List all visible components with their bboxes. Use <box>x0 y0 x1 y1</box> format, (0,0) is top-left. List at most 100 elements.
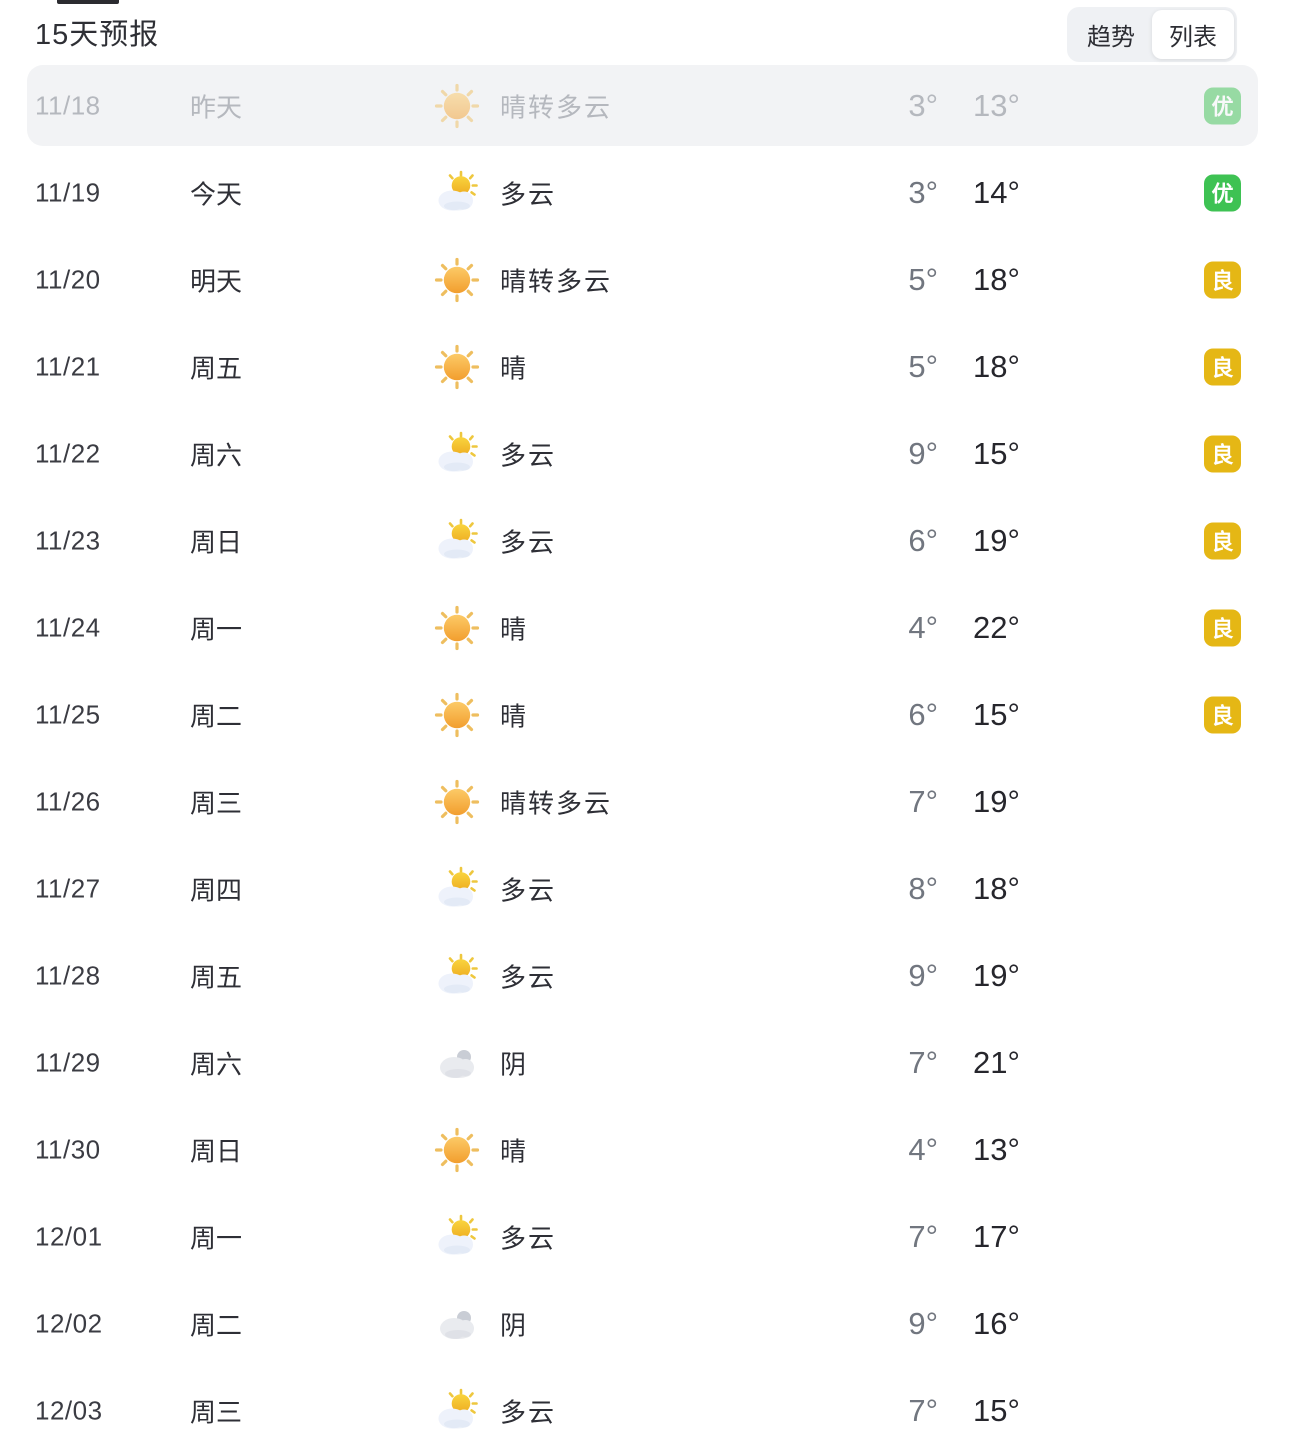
row-date: 11/30 <box>35 1134 101 1164</box>
forecast-row[interactable]: 12/01 周一 多云 7° 17° <box>0 1193 1300 1280</box>
sun-cloud-icon <box>433 865 481 913</box>
row-low-temp: 7° <box>908 1392 938 1428</box>
forecast-row[interactable]: 11/29 周六 阴 7° 21° <box>0 1019 1300 1106</box>
forecast-row[interactable]: 11/20 明天 晴转多云 5° 18° 良 <box>0 236 1300 323</box>
forecast-row[interactable]: 11/30 周日 晴 4° 13° <box>0 1106 1300 1193</box>
row-high-temp: 13° <box>973 1131 1020 1167</box>
aqi-badge: 良 <box>1204 522 1241 559</box>
row-day: 周六 <box>190 440 243 470</box>
cloud-icon <box>433 1300 481 1348</box>
row-weather-desc: 阴 <box>500 1310 529 1340</box>
row-day: 周四 <box>190 875 243 905</box>
row-weather-desc: 晴 <box>500 353 529 383</box>
weather-icon-wrap <box>433 1039 481 1087</box>
row-low-temp: 3° <box>908 87 938 123</box>
forecast-row[interactable]: 11/22 周六 多云 9° 15° 良 <box>0 410 1300 497</box>
weather-icon-wrap <box>433 343 481 391</box>
aqi-badge: 良 <box>1204 261 1241 298</box>
row-high-temp: 15° <box>973 1392 1020 1428</box>
row-day: 周日 <box>190 527 243 557</box>
weather-icon-wrap <box>433 82 481 130</box>
row-day: 周三 <box>190 1397 243 1427</box>
weather-icon-wrap <box>433 1387 481 1435</box>
aqi-badge: 优 <box>1204 87 1241 124</box>
row-low-temp: 9° <box>908 435 938 471</box>
aqi-badge: 良 <box>1204 435 1241 472</box>
forecast-row[interactable]: 11/28 周五 多云 9° 19° <box>0 932 1300 1019</box>
clipped-element-top <box>57 0 119 4</box>
sun-icon <box>433 604 481 652</box>
row-date: 11/20 <box>35 264 101 294</box>
row-weather-desc: 晴 <box>500 701 529 731</box>
row-weather-desc: 多云 <box>500 1223 557 1253</box>
row-high-temp: 19° <box>973 522 1020 558</box>
row-day: 周一 <box>190 614 243 644</box>
row-date: 11/19 <box>35 177 101 207</box>
row-high-temp: 19° <box>973 957 1020 993</box>
row-day: 周五 <box>190 962 243 992</box>
row-low-temp: 7° <box>908 1044 938 1080</box>
row-low-temp: 4° <box>908 1131 938 1167</box>
forecast-row[interactable]: 11/26 周三 晴转多云 7° 19° <box>0 758 1300 845</box>
forecast-row[interactable]: 11/23 周日 多云 6° 19° 良 <box>0 497 1300 584</box>
tab-list[interactable]: 列表 <box>1152 10 1234 59</box>
weather-icon-wrap <box>433 1300 481 1348</box>
row-date: 12/02 <box>35 1308 103 1338</box>
aqi-badge: 良 <box>1204 696 1241 733</box>
row-low-temp: 7° <box>908 1218 938 1254</box>
row-low-temp: 6° <box>908 522 938 558</box>
row-low-temp: 5° <box>908 261 938 297</box>
row-day: 周日 <box>190 1136 243 1166</box>
row-date: 11/24 <box>35 612 101 642</box>
weather-icon-wrap <box>433 865 481 913</box>
forecast-row[interactable]: 11/18 昨天 晴转多云 3° 13° 优 <box>0 62 1300 149</box>
row-day: 昨天 <box>190 92 243 122</box>
row-weather-desc: 多云 <box>500 1397 557 1427</box>
sun-icon <box>433 256 481 304</box>
row-low-temp: 8° <box>908 870 938 906</box>
row-high-temp: 17° <box>973 1218 1020 1254</box>
row-weather-desc: 晴转多云 <box>500 92 613 122</box>
row-weather-desc: 多云 <box>500 962 557 992</box>
forecast-row[interactable]: 11/21 周五 晴 5° 18° 良 <box>0 323 1300 410</box>
forecast-row[interactable]: 11/24 周一 晴 4° 22° 良 <box>0 584 1300 671</box>
row-day: 周二 <box>190 701 243 731</box>
weather-icon-wrap <box>433 1213 481 1261</box>
row-weather-desc: 多云 <box>500 440 557 470</box>
aqi-badge: 良 <box>1204 609 1241 646</box>
aqi-badge: 良 <box>1204 348 1241 385</box>
forecast-row[interactable]: 12/02 周二 阴 9° 16° <box>0 1280 1300 1367</box>
row-day: 周二 <box>190 1310 243 1340</box>
tab-trend[interactable]: 趋势 <box>1087 24 1135 51</box>
row-date: 11/27 <box>35 873 101 903</box>
forecast-row[interactable]: 11/25 周二 晴 6° 15° 良 <box>0 671 1300 758</box>
sun-cloud-icon <box>433 517 481 565</box>
forecast-row[interactable]: 11/19 今天 多云 3° 14° 优 <box>0 149 1300 236</box>
weather-icon-wrap <box>433 691 481 739</box>
row-high-temp: 16° <box>973 1305 1020 1341</box>
row-low-temp: 3° <box>908 174 938 210</box>
row-weather-desc: 多云 <box>500 527 557 557</box>
forecast-row[interactable]: 12/03 周三 多云 7° 15° <box>0 1367 1300 1454</box>
row-low-temp: 7° <box>908 783 938 819</box>
forecast-row[interactable]: 11/27 周四 多云 8° 18° <box>0 845 1300 932</box>
row-date: 11/23 <box>35 525 101 555</box>
row-date: 11/28 <box>35 960 101 990</box>
sun-cloud-icon <box>433 169 481 217</box>
weather-icon-wrap <box>433 256 481 304</box>
sun-cloud-icon <box>433 1213 481 1261</box>
row-date: 11/25 <box>35 699 101 729</box>
row-weather-desc: 阴 <box>500 1049 529 1079</box>
row-weather-desc: 晴转多云 <box>500 266 613 296</box>
row-low-temp: 6° <box>908 696 938 732</box>
row-date: 11/22 <box>35 438 101 468</box>
row-high-temp: 15° <box>973 696 1020 732</box>
row-day: 今天 <box>190 179 243 209</box>
view-toggle: 趋势 列表 <box>1067 7 1237 62</box>
sun-icon <box>433 82 481 130</box>
row-high-temp: 19° <box>973 783 1020 819</box>
forecast-header: 15天预报 趋势 列表 <box>0 0 1300 62</box>
weather-icon-wrap <box>433 1126 481 1174</box>
page-title: 15天预报 <box>35 19 160 51</box>
sun-cloud-icon <box>433 1387 481 1435</box>
